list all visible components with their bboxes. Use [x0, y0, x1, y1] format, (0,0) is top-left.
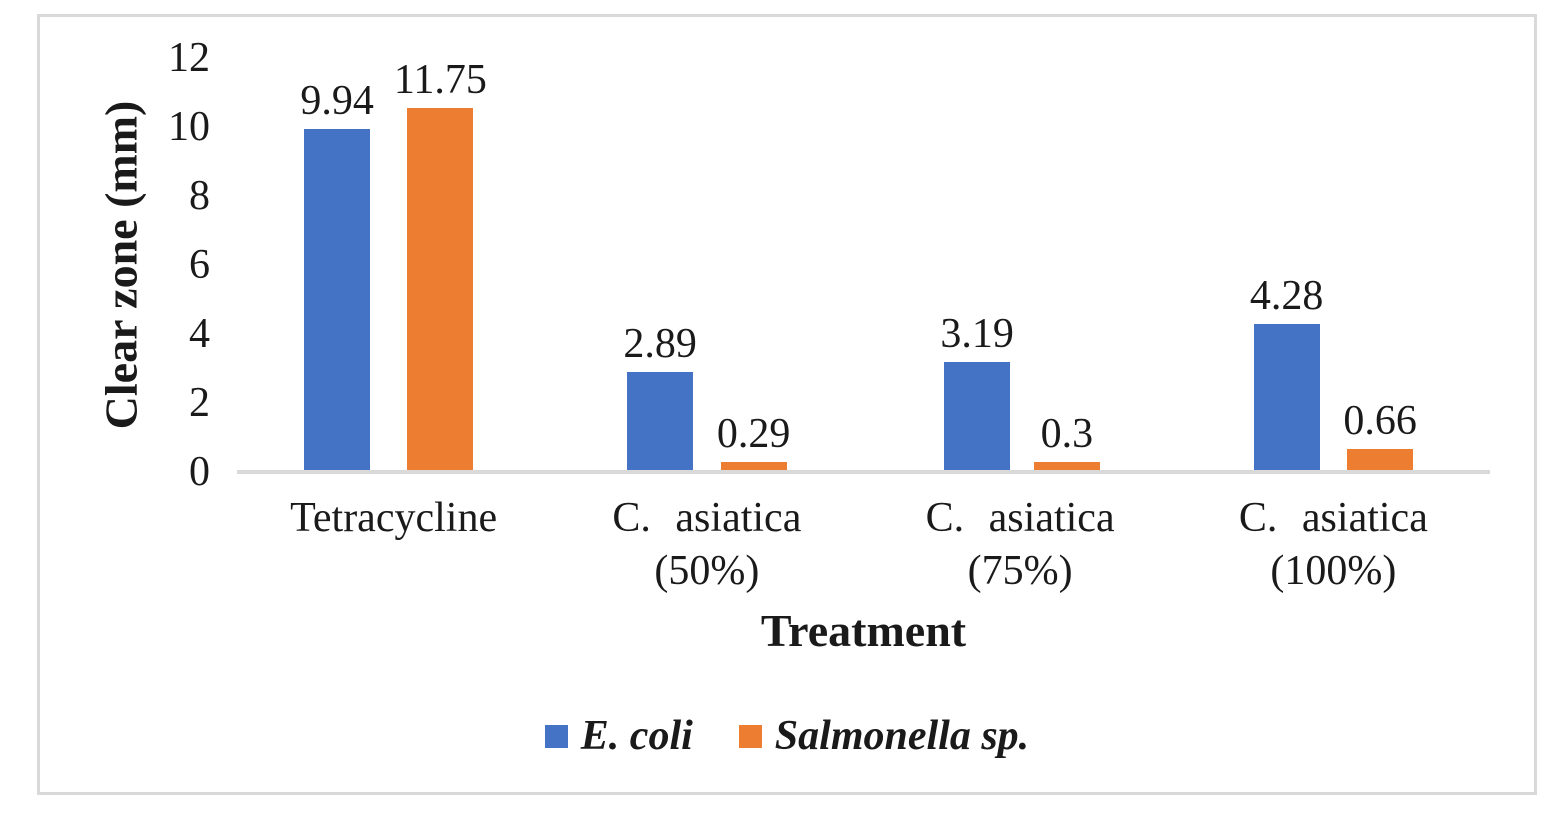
bar [627, 372, 694, 472]
bar [407, 108, 474, 472]
y-axis-ticks: 0 2 4 6 8 10 12 [100, 35, 210, 495]
category-label: Tetracycline [290, 495, 498, 541]
bar-with-label: 3.19 [940, 58, 1014, 472]
category-label: C. asiatica (100%) [1238, 495, 1428, 594]
bar-value-label: 11.75 [393, 57, 487, 103]
bar [1253, 324, 1320, 472]
bar-value-label: 4.28 [1249, 272, 1324, 319]
plot-area: 9.94 11.75 2.89 0.29 3.19 0.3 4.28 0.66 [237, 58, 1490, 474]
y-tick-label: 4 [189, 311, 210, 357]
y-tick-label: 12 [168, 35, 210, 81]
bar-with-label: 4.28 [1249, 58, 1324, 472]
bar-value-label: 0.66 [1343, 397, 1417, 444]
legend: E. coli Salmonella sp. [37, 712, 1537, 760]
y-tick-label: 8 [189, 173, 210, 219]
legend-label: E. coli [580, 713, 693, 759]
bar-with-label: 0.29 [716, 58, 791, 472]
bar [1347, 449, 1414, 472]
bar-value-label: 3.19 [940, 310, 1014, 357]
bar [944, 362, 1011, 472]
bar-with-label: 2.89 [623, 58, 697, 472]
y-tick-label: 2 [189, 380, 210, 426]
x-axis-title: Treatment [760, 605, 967, 656]
y-tick-label: 10 [168, 104, 210, 150]
bar-with-label: 11.75 [394, 58, 487, 472]
legend-swatch-icon [738, 724, 762, 748]
legend-item: Salmonella sp. [738, 712, 1030, 760]
y-tick-label: 6 [189, 242, 210, 288]
bar-group: 4.28 0.66 [1177, 58, 1490, 472]
legend-item: E. coli [544, 712, 693, 760]
bar [1033, 462, 1100, 472]
bar [720, 462, 787, 472]
y-tick-label: 0 [189, 449, 210, 495]
bar-value-label: 0.3 [1040, 410, 1094, 457]
legend-label: Salmonella sp. [774, 713, 1030, 759]
bar-with-label: 9.94 [300, 58, 374, 472]
bar-with-label: 0.66 [1343, 58, 1417, 472]
x-axis-labels: Tetracycline C. asiatica (50%) C. asiatica(… [237, 492, 1490, 598]
bar-value-label: 9.94 [300, 77, 374, 124]
category-label: C. asiatica (75%) [925, 495, 1115, 594]
bar [304, 129, 371, 472]
bar-value-label: 0.29 [716, 410, 791, 457]
bar-group: 3.19 0.3 [864, 58, 1177, 472]
bar-group: 9.94 11.75 [237, 58, 550, 472]
x-axis-line [237, 470, 1490, 474]
bar-with-label: 0.3 [1033, 58, 1100, 472]
category-label: C. asiatica (50%) [612, 495, 802, 594]
legend-swatch-icon [544, 724, 568, 748]
bar-group: 2.89 0.29 [550, 58, 863, 472]
bar-value-label: 2.89 [623, 320, 697, 367]
